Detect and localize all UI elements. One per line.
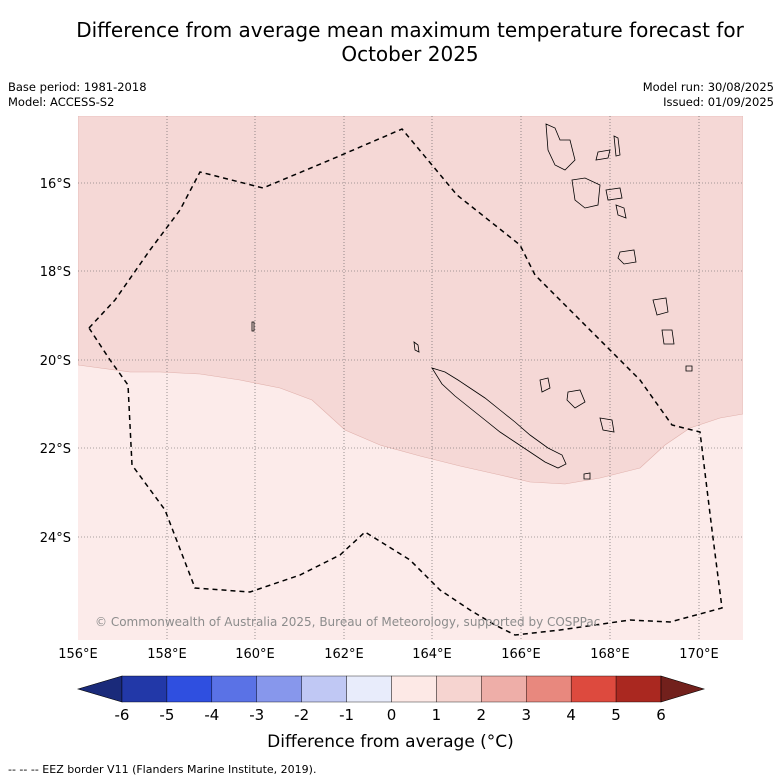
model-run: Model run: 30/08/2025 bbox=[642, 80, 774, 94]
colorbar bbox=[76, 675, 706, 703]
colorbar-bin bbox=[346, 675, 392, 703]
meta-right: Model run: 30/08/2025 Issued: 01/09/2025 bbox=[643, 80, 774, 110]
colorbar-tick: -6 bbox=[115, 706, 130, 724]
colorbar-extend-high bbox=[660, 675, 706, 703]
new-caledonia-island bbox=[431, 367, 567, 469]
colorbar-tick: -3 bbox=[249, 706, 264, 724]
lon-tick: 170°E bbox=[679, 647, 719, 662]
lon-tick: 156°E bbox=[58, 647, 98, 662]
colorbar-bin bbox=[570, 675, 617, 703]
colorbar-bin bbox=[481, 675, 527, 703]
lat-tick: 20°S bbox=[40, 354, 71, 369]
colorbar-tick: -4 bbox=[204, 706, 219, 724]
map-area bbox=[78, 116, 743, 640]
lat-tick: 24°S bbox=[40, 531, 71, 546]
lat-tick: 16°S bbox=[40, 177, 71, 192]
colorbar-bin bbox=[436, 675, 482, 703]
colorbar-tick: -1 bbox=[339, 706, 354, 724]
lon-tick: 168°E bbox=[590, 647, 630, 662]
copyright-text: © Commonwealth of Australia 2025, Bureau… bbox=[95, 615, 600, 629]
title-line-1: Difference from average mean maximum tem… bbox=[76, 18, 744, 42]
colorbar-bin bbox=[121, 675, 168, 703]
base-period: Base period: 1981-2018 bbox=[8, 80, 147, 94]
lon-tick: 166°E bbox=[501, 647, 541, 662]
eez-legend: -- -- -- EEZ border V11 (Flanders Marine… bbox=[8, 763, 317, 776]
colorbar-tick: 4 bbox=[566, 706, 576, 724]
lat-axis: 16°S 18°S 20°S 22°S 24°S bbox=[40, 177, 71, 546]
colorbar-tick: 3 bbox=[521, 706, 531, 724]
colorbar-tick: 2 bbox=[477, 706, 487, 724]
loyalty-islands bbox=[539, 377, 615, 480]
colorbar-extend-low bbox=[76, 675, 123, 703]
colorbar-tick: 6 bbox=[656, 706, 666, 724]
colorbar-bin bbox=[256, 675, 302, 703]
lon-tick: 164°E bbox=[412, 647, 452, 662]
lon-tick: 160°E bbox=[235, 647, 275, 662]
colorbar-tick: 5 bbox=[611, 706, 621, 724]
colorbar-bin bbox=[391, 675, 437, 703]
colorbar-bin bbox=[166, 675, 213, 703]
title-line-2: October 2025 bbox=[341, 42, 479, 66]
lat-tick: 22°S bbox=[40, 442, 71, 457]
lat-tick: 18°S bbox=[40, 265, 71, 280]
colorbar-tick: 1 bbox=[432, 706, 442, 724]
belep-islands bbox=[413, 341, 420, 353]
meta-left: Base period: 1981-2018 Model: ACCESS-S2 bbox=[8, 80, 147, 110]
lon-tick: 158°E bbox=[147, 647, 187, 662]
colorbar-bin bbox=[301, 675, 347, 703]
colorbar-tick: -2 bbox=[294, 706, 309, 724]
eez-border bbox=[88, 128, 723, 636]
colorbar-bin bbox=[615, 675, 662, 703]
graticule bbox=[78, 116, 743, 640]
colorbar-label: Difference from average (°C) bbox=[267, 732, 514, 752]
model-name: Model: ACCESS-S2 bbox=[8, 95, 115, 109]
lon-axis: 156°E 158°E 160°E 162°E 164°E 166°E 168°… bbox=[58, 647, 719, 662]
colorbar-tick: 0 bbox=[387, 706, 397, 724]
lon-tick: 162°E bbox=[324, 647, 364, 662]
map-title: Difference from average mean maximum tem… bbox=[0, 18, 781, 66]
colorbar-bin bbox=[526, 675, 572, 703]
colorbar-ticks: -6 -5 -4 -3 -2 -1 0 1 2 3 4 5 6 bbox=[115, 706, 666, 724]
small-islands bbox=[251, 321, 255, 332]
issued-date: Issued: 01/09/2025 bbox=[663, 95, 774, 109]
vanuatu-islands bbox=[545, 123, 693, 372]
colorbar-tick: -5 bbox=[159, 706, 174, 724]
anomaly-region-high bbox=[78, 116, 743, 485]
colorbar-bin bbox=[211, 675, 257, 703]
